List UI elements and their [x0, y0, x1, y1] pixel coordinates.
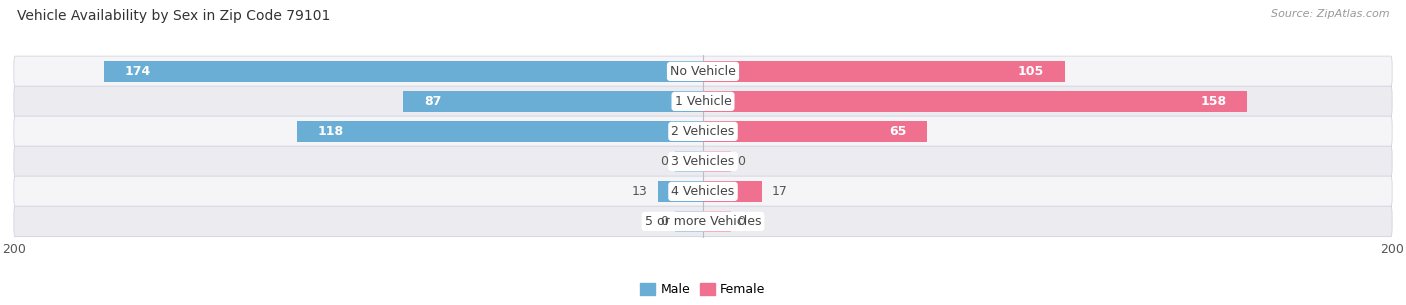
FancyBboxPatch shape: [14, 86, 1392, 117]
Bar: [703, 120, 927, 142]
Bar: [703, 151, 731, 172]
Bar: [703, 91, 1247, 112]
Text: 174: 174: [124, 65, 150, 78]
Bar: [404, 91, 703, 112]
FancyBboxPatch shape: [14, 56, 1392, 87]
FancyBboxPatch shape: [14, 176, 1392, 207]
Legend: Male, Female: Male, Female: [636, 278, 770, 301]
Bar: [703, 210, 731, 232]
Text: 0: 0: [738, 155, 745, 168]
Bar: [703, 61, 1064, 82]
Text: 118: 118: [318, 125, 343, 138]
Text: 87: 87: [425, 95, 441, 108]
Text: No Vehicle: No Vehicle: [671, 65, 735, 78]
Text: 13: 13: [633, 185, 648, 198]
FancyBboxPatch shape: [14, 146, 1392, 177]
Text: 17: 17: [772, 185, 787, 198]
FancyBboxPatch shape: [14, 206, 1392, 237]
Text: 0: 0: [661, 215, 669, 228]
Text: 5 or more Vehicles: 5 or more Vehicles: [645, 215, 761, 228]
Bar: [703, 181, 762, 202]
FancyBboxPatch shape: [14, 116, 1392, 147]
Text: Vehicle Availability by Sex in Zip Code 79101: Vehicle Availability by Sex in Zip Code …: [17, 9, 330, 23]
Text: 105: 105: [1018, 65, 1045, 78]
Bar: [104, 61, 703, 82]
Bar: [675, 151, 703, 172]
Text: 65: 65: [889, 125, 907, 138]
Text: 0: 0: [738, 215, 745, 228]
Text: 3 Vehicles: 3 Vehicles: [672, 155, 734, 168]
Text: Source: ZipAtlas.com: Source: ZipAtlas.com: [1271, 9, 1389, 19]
Text: 158: 158: [1201, 95, 1226, 108]
Bar: [675, 210, 703, 232]
Bar: [658, 181, 703, 202]
Bar: [297, 120, 703, 142]
Text: 4 Vehicles: 4 Vehicles: [672, 185, 734, 198]
Text: 1 Vehicle: 1 Vehicle: [675, 95, 731, 108]
Text: 0: 0: [661, 155, 669, 168]
Text: 2 Vehicles: 2 Vehicles: [672, 125, 734, 138]
